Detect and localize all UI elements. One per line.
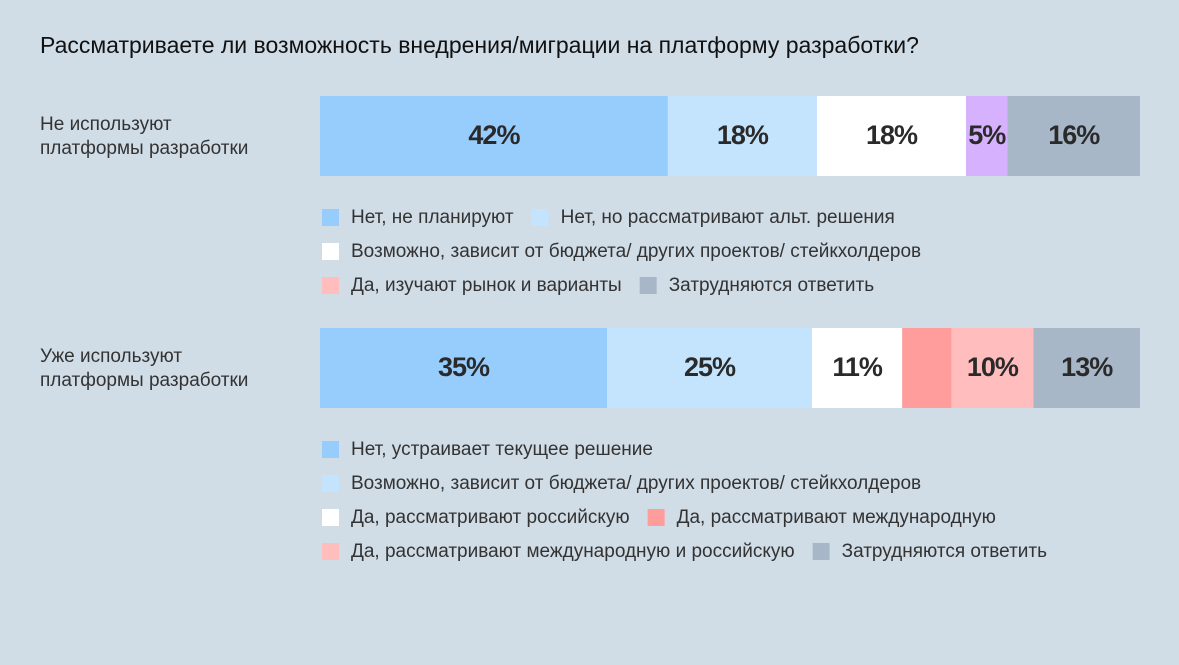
row-label: Уже используют bbox=[40, 346, 182, 367]
legend-label: Да, рассматривают международную bbox=[677, 507, 996, 528]
legend-label: Затрудняются ответить bbox=[669, 275, 874, 296]
data-label: 18% bbox=[717, 120, 769, 150]
legend-swatch bbox=[322, 277, 339, 294]
legend-label: Да, рассматривают международную и россий… bbox=[351, 541, 795, 562]
legend-swatch bbox=[647, 509, 665, 526]
legend-swatch bbox=[812, 543, 830, 560]
bar-segment bbox=[1007, 96, 1140, 176]
data-label: 16% bbox=[1048, 120, 1100, 150]
legend-swatch bbox=[322, 543, 339, 560]
bar-segment bbox=[607, 328, 812, 408]
legend-swatch bbox=[322, 441, 339, 458]
legend-label: Нет, не планируют bbox=[351, 207, 514, 228]
bar-segment bbox=[902, 328, 952, 408]
legend-label: Нет, устраивает текущее решение bbox=[351, 439, 653, 460]
legend-label: Да, изучают рынок и варианты bbox=[351, 275, 622, 296]
legend-swatch bbox=[322, 475, 339, 492]
bar-segment bbox=[966, 96, 1008, 176]
data-label: 25% bbox=[684, 352, 736, 382]
legend-label: Нет, но рассматривают альт. решения bbox=[561, 207, 895, 228]
row-label: Не используют bbox=[40, 114, 172, 135]
data-label: 5% bbox=[968, 120, 1006, 150]
data-label: 42% bbox=[468, 120, 520, 150]
legend-label: Да, рассматривают российскую bbox=[351, 507, 630, 528]
data-label: 35% bbox=[438, 352, 490, 382]
legend-swatch bbox=[322, 243, 339, 260]
data-label: 10% bbox=[967, 352, 1019, 382]
legend-swatch bbox=[531, 209, 549, 226]
row-label: платформы разработки bbox=[40, 370, 248, 391]
bar-segment bbox=[951, 328, 1034, 408]
legend-swatch bbox=[322, 209, 339, 226]
legend-swatch bbox=[639, 277, 657, 294]
data-label: 11% bbox=[832, 352, 883, 382]
data-label: 13% bbox=[1061, 352, 1113, 382]
legend-label: Затрудняются ответить bbox=[842, 541, 1047, 562]
row-label: платформы разработки bbox=[40, 138, 248, 159]
bar-segment bbox=[320, 96, 668, 176]
bar-segment bbox=[1033, 328, 1140, 408]
legend-swatch bbox=[322, 509, 339, 526]
legend-label: Возможно, зависит от бюджета/ других про… bbox=[351, 241, 921, 262]
bar-segment bbox=[667, 96, 817, 176]
data-label: 18% bbox=[866, 120, 918, 150]
legend-label: Возможно, зависит от бюджета/ других про… bbox=[351, 473, 921, 494]
bar-segment bbox=[812, 328, 903, 408]
bar-segment bbox=[320, 328, 607, 408]
chart-title: Рассматриваете ли возможность внедрения/… bbox=[40, 32, 919, 58]
bar-segment bbox=[816, 96, 967, 176]
